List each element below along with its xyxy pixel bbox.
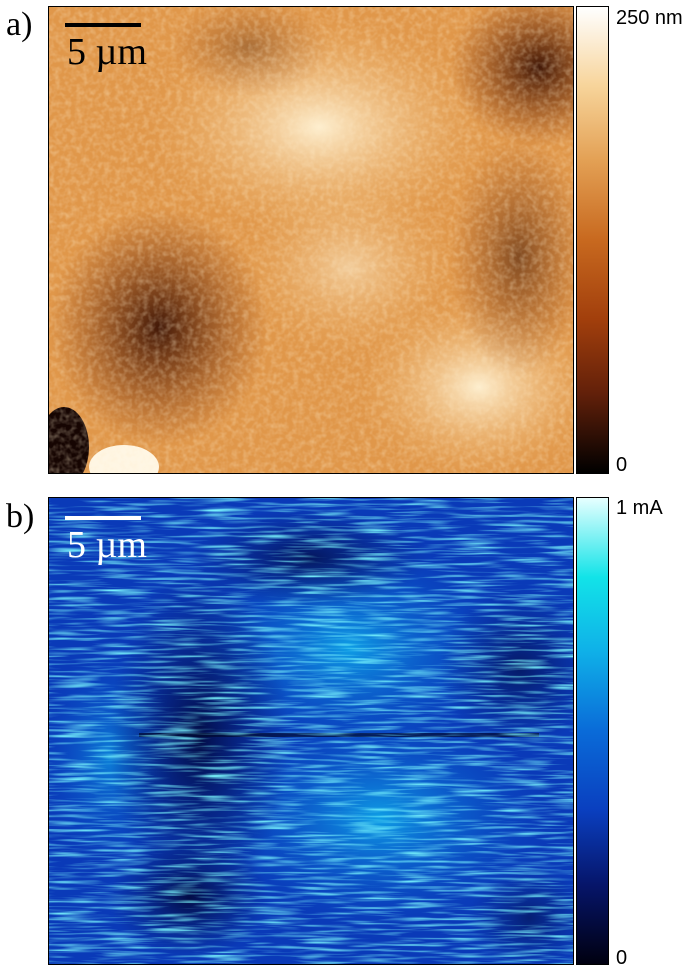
current-colorbar (576, 497, 609, 965)
current-colorbar-min-label: 0 (616, 947, 628, 969)
current-map-image: 5 µm (48, 497, 574, 965)
topography-map-image: 5 µm (48, 6, 574, 474)
scale-bar-label: 5 µm (67, 524, 147, 566)
scale-bar (65, 23, 141, 27)
scale-bar-label: 5 µm (67, 31, 147, 73)
topography-map-texture (49, 7, 573, 473)
height-colorbar-max-label: 250 nm (616, 7, 683, 29)
current-colorbar-max-label: 1 mA (616, 497, 663, 519)
height-colorbar-min-label: 0 (616, 454, 628, 476)
panel-b-label: b) (6, 498, 35, 535)
panel-a-label: a) (6, 6, 33, 43)
scale-bar (65, 516, 141, 520)
height-colorbar (576, 6, 609, 474)
current-map-texture (49, 498, 573, 964)
